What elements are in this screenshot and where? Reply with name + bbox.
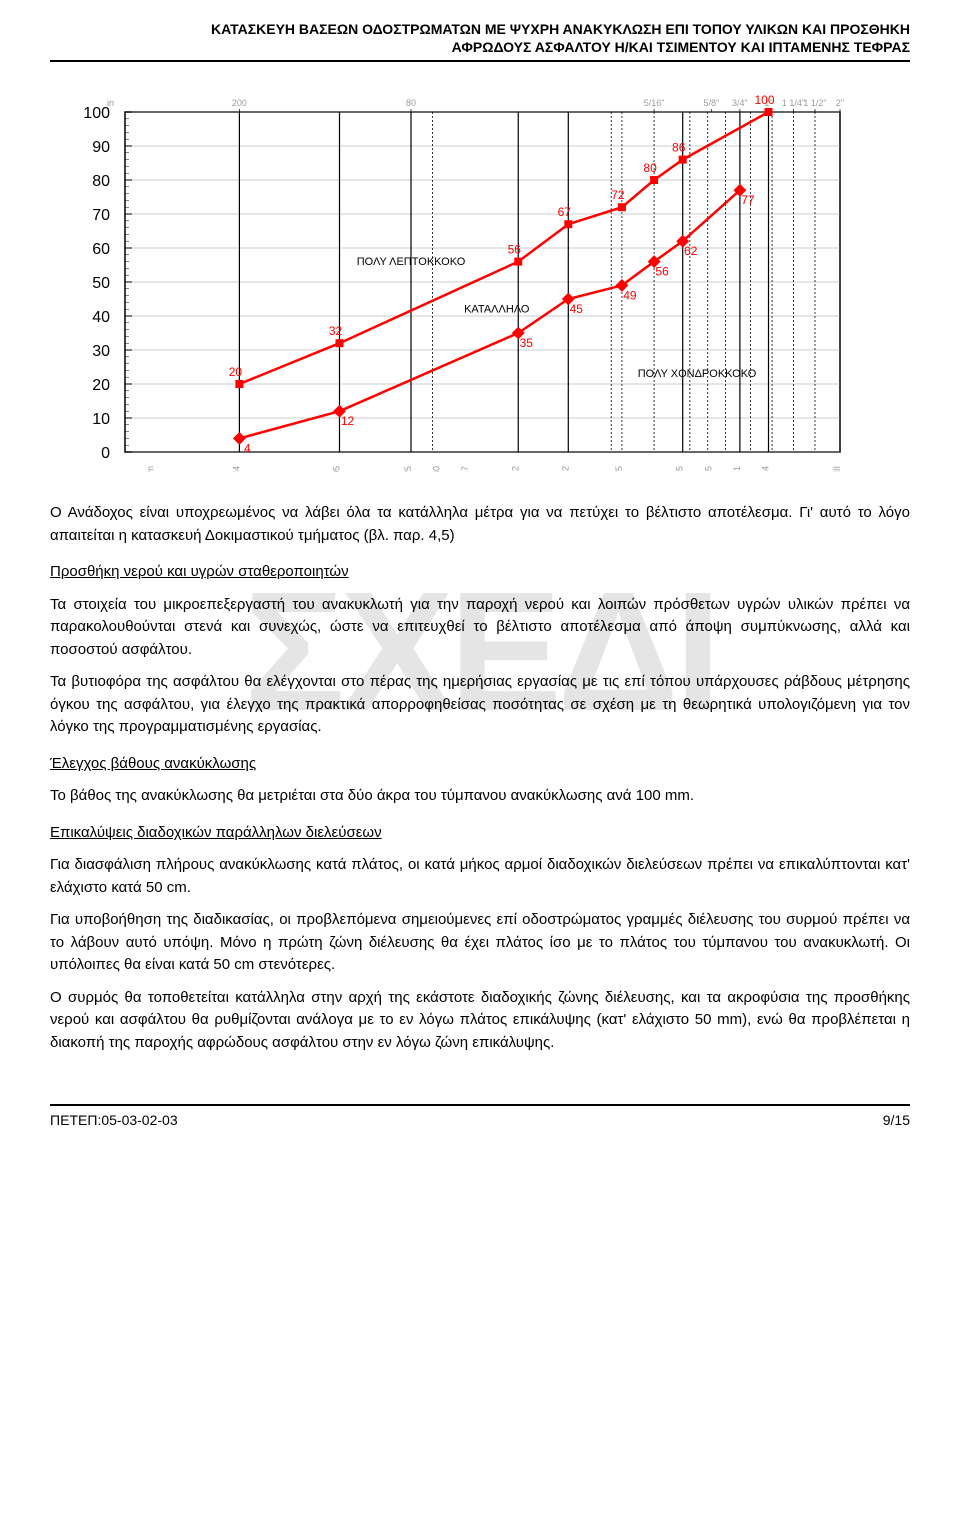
svg-text:20: 20 [92, 377, 110, 394]
svg-text:2: 2 [510, 466, 520, 471]
svg-text:86: 86 [672, 141, 686, 155]
svg-text:80: 80 [643, 161, 657, 175]
svg-text:40: 40 [92, 309, 110, 326]
svg-text:10: 10 [92, 411, 110, 428]
svg-text:in: in [107, 98, 114, 108]
para-5: Για διασφάλιση πλήρους ανακύκλωσης κατά … [50, 854, 910, 899]
svg-text:5/16": 5/16" [644, 98, 665, 108]
svg-text:77: 77 [741, 194, 755, 208]
footer-left: ΠΕΤΕΠ:05-03-02-03 [50, 1110, 178, 1131]
svg-text:30: 30 [92, 343, 110, 360]
svg-text:100: 100 [754, 93, 774, 107]
svg-text:mm: mm [146, 466, 156, 472]
gradation-chart: 0 10 20 30 40 50 60 70 80 90 100 200 80 5/16" 5/8" 3/4"… [50, 82, 910, 472]
svg-text:80: 80 [406, 98, 416, 108]
body-text: Ο Ανάδοχος είναι υποχρεωμένος να λάβει ό… [50, 502, 910, 1054]
svg-text:9.5: 9.5 [675, 466, 685, 472]
subhead-1: Προσθήκη νερού και υγρών σταθεροποιητών [50, 561, 910, 584]
svg-text:32: 32 [329, 325, 343, 339]
svg-text:0.105: 0.105 [332, 466, 342, 472]
svg-text:200: 200 [232, 98, 247, 108]
svg-text:72: 72 [611, 189, 625, 203]
svg-text:19.1: 19.1 [732, 466, 742, 472]
svg-text:80: 80 [92, 173, 110, 190]
svg-text:70: 70 [92, 207, 110, 224]
svg-text:4: 4 [244, 442, 251, 456]
svg-text:45: 45 [570, 302, 584, 316]
para-4: Το βάθος της ανακύκλωσης θα μετριέται στ… [50, 785, 910, 808]
svg-text:0.25: 0.25 [403, 466, 413, 472]
chart-svg: 0 10 20 30 40 50 60 70 80 90 100 200 80 5/16" 5/8" 3/4"… [50, 82, 850, 472]
svg-text:0.30: 0.30 [432, 466, 442, 472]
svg-text:35: 35 [520, 336, 534, 350]
svg-text:3/4": 3/4" [732, 98, 748, 108]
subhead-2: Έλεγχος βάθους ανακύκλωσης [50, 753, 910, 776]
svg-text:2: 2 [560, 466, 570, 471]
svg-text:90: 90 [92, 139, 110, 156]
svg-text:62: 62 [684, 245, 698, 259]
para-6: Για υποβοήθηση της διαδικασίας, οι προβλ… [50, 909, 910, 977]
svg-text:ΠΟΛΥ ΛΕΠΤΟΚΚΟΚΟ: ΠΟΛΥ ΛΕΠΤΟΚΚΟΚΟ [357, 256, 466, 268]
svg-text:1 1/4": 1 1/4" [782, 98, 805, 108]
svg-text:56: 56 [508, 243, 522, 257]
svg-text:60: 60 [92, 241, 110, 258]
header-line-1: ΚΑΤΑΣΚΕΥΗ ΒΑΣΕΩΝ ΟΔΟΣΤΡΩΜΑΤΩΝ ΜΕ ΨΥΧΡΗ Α… [50, 20, 910, 38]
svg-text:4.75: 4.75 [614, 466, 624, 472]
para-2: Τα στοιχεία του μικροεπεξεργαστή του ανα… [50, 594, 910, 662]
svg-text:49: 49 [623, 289, 637, 303]
para-3: Τα βυτιοφόρα της ασφάλτου θα ελέγχονται … [50, 671, 910, 739]
svg-text:67: 67 [558, 206, 572, 220]
svg-text:12: 12 [341, 415, 355, 429]
para-7: Ο συρμός θα τοποθετείται κατάλληλα στην … [50, 987, 910, 1055]
svg-text:20: 20 [229, 365, 243, 379]
svg-text:56: 56 [655, 265, 669, 279]
svg-text:ΚΑΤΑΛΛΗΛΟ: ΚΑΤΑΛΛΗΛΟ [464, 304, 530, 316]
page-footer: ΠΕΤΕΠ:05-03-02-03 9/15 [50, 1104, 910, 1131]
footer-right: 9/15 [883, 1110, 910, 1131]
subhead-3: Επικαλύψεις διαδοχικών παράλληλων διελεύ… [50, 822, 910, 845]
svg-text:III: III [832, 466, 842, 472]
svg-text:0.074: 0.074 [231, 466, 241, 472]
para-1: Ο Ανάδοχος είναι υποχρεωμένος να λάβει ό… [50, 502, 910, 547]
svg-text:12.5: 12.5 [703, 466, 713, 472]
svg-text:1 1/2": 1 1/2" [803, 98, 826, 108]
header-line-2: ΑΦΡΩΔΟΥΣ ΑΣΦΑΛΤΟΥ Η/ΚΑΙ ΤΣΙΜΕΝΤΟΥ ΚΑΙ ΙΠ… [50, 38, 910, 56]
svg-text:25.4: 25.4 [761, 466, 771, 472]
svg-text:ΠΟΛΥ ΧΟΝΔΡΟΚΚΟΚΟ: ΠΟΛΥ ΧΟΝΔΡΟΚΚΟΚΟ [638, 369, 757, 381]
svg-text:5/8": 5/8" [703, 98, 719, 108]
svg-text:0: 0 [101, 445, 110, 462]
svg-text:0.417: 0.417 [460, 466, 470, 472]
svg-text:2": 2" [836, 98, 844, 108]
page-header: ΚΑΤΑΣΚΕΥΗ ΒΑΣΕΩΝ ΟΔΟΣΤΡΩΜΑΤΩΝ ΜΕ ΨΥΧΡΗ Α… [50, 20, 910, 62]
svg-text:50: 50 [92, 275, 110, 292]
